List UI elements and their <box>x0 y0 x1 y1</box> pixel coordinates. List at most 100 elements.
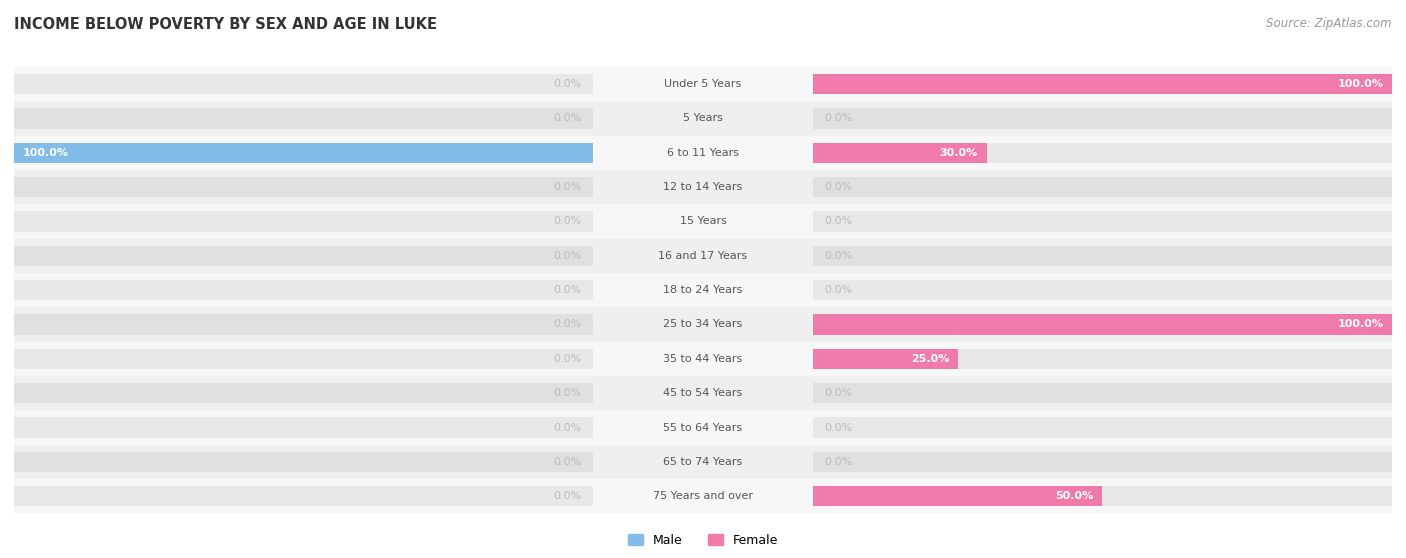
Bar <box>813 204 1392 239</box>
Text: 0.0%: 0.0% <box>553 457 582 467</box>
Bar <box>14 108 593 129</box>
Bar <box>593 307 813 341</box>
Bar <box>14 273 593 307</box>
Text: 45 to 54 Years: 45 to 54 Years <box>664 388 742 398</box>
Bar <box>813 246 1392 266</box>
Text: 0.0%: 0.0% <box>824 422 853 432</box>
Text: 0.0%: 0.0% <box>824 217 853 227</box>
Bar <box>813 486 1102 507</box>
Bar <box>813 74 1392 94</box>
Bar <box>593 239 813 273</box>
Bar <box>14 102 593 136</box>
Text: INCOME BELOW POVERTY BY SEX AND AGE IN LUKE: INCOME BELOW POVERTY BY SEX AND AGE IN L… <box>14 17 437 32</box>
Text: 35 to 44 Years: 35 to 44 Years <box>664 354 742 364</box>
Bar <box>813 410 1392 445</box>
Bar <box>14 307 593 341</box>
Text: 5 Years: 5 Years <box>683 113 723 123</box>
Bar <box>813 349 957 369</box>
Text: 25.0%: 25.0% <box>911 354 949 364</box>
Text: 0.0%: 0.0% <box>824 285 853 295</box>
Bar <box>14 341 593 376</box>
Text: 0.0%: 0.0% <box>553 354 582 364</box>
Legend: Male, Female: Male, Female <box>623 529 783 552</box>
Text: 12 to 14 Years: 12 to 14 Years <box>664 182 742 192</box>
Text: 0.0%: 0.0% <box>824 388 853 398</box>
Bar <box>813 142 987 163</box>
Bar <box>813 142 1392 163</box>
Bar <box>14 479 593 513</box>
Text: 0.0%: 0.0% <box>553 113 582 123</box>
Bar <box>593 67 813 102</box>
Bar <box>14 417 593 438</box>
Text: 55 to 64 Years: 55 to 64 Years <box>664 422 742 432</box>
Text: 15 Years: 15 Years <box>679 217 727 227</box>
Bar <box>14 376 593 410</box>
Text: 0.0%: 0.0% <box>553 182 582 192</box>
Text: 18 to 24 Years: 18 to 24 Years <box>664 285 742 295</box>
Bar <box>593 170 813 204</box>
Bar <box>813 273 1392 307</box>
Bar <box>14 486 593 507</box>
Text: 6 to 11 Years: 6 to 11 Years <box>666 148 740 158</box>
Bar <box>813 102 1392 136</box>
Text: 0.0%: 0.0% <box>824 457 853 467</box>
Bar <box>14 142 593 163</box>
Bar <box>813 341 1392 376</box>
Bar <box>813 314 1392 335</box>
Text: 0.0%: 0.0% <box>553 285 582 295</box>
Bar <box>813 170 1392 204</box>
Text: 0.0%: 0.0% <box>824 251 853 261</box>
Bar <box>813 486 1392 507</box>
Bar <box>593 102 813 136</box>
Text: 0.0%: 0.0% <box>553 422 582 432</box>
Text: 0.0%: 0.0% <box>553 388 582 398</box>
Bar <box>14 246 593 266</box>
Bar <box>14 211 593 232</box>
Bar <box>813 445 1392 479</box>
Bar <box>14 349 593 369</box>
Text: 0.0%: 0.0% <box>553 217 582 227</box>
Bar <box>14 451 593 472</box>
Bar <box>593 341 813 376</box>
Text: 16 and 17 Years: 16 and 17 Years <box>658 251 748 261</box>
Text: 0.0%: 0.0% <box>553 320 582 329</box>
Bar <box>813 307 1392 341</box>
Bar <box>14 177 593 198</box>
Text: 65 to 74 Years: 65 to 74 Years <box>664 457 742 467</box>
Bar <box>813 479 1392 513</box>
Bar <box>14 410 593 445</box>
Bar <box>813 383 1392 403</box>
Text: 0.0%: 0.0% <box>553 491 582 501</box>
Text: 100.0%: 100.0% <box>1337 320 1384 329</box>
Bar <box>813 451 1392 472</box>
Bar <box>593 204 813 239</box>
Text: 25 to 34 Years: 25 to 34 Years <box>664 320 742 329</box>
Bar <box>14 314 593 335</box>
Text: 75 Years and over: 75 Years and over <box>652 491 754 501</box>
Bar <box>14 445 593 479</box>
Bar <box>593 376 813 410</box>
Text: 0.0%: 0.0% <box>824 113 853 123</box>
Bar <box>14 67 593 102</box>
Bar <box>813 74 1392 94</box>
Bar <box>813 177 1392 198</box>
Bar <box>813 280 1392 300</box>
Bar <box>813 239 1392 273</box>
Bar <box>593 445 813 479</box>
Bar <box>14 383 593 403</box>
Bar <box>813 314 1392 335</box>
Bar <box>593 479 813 513</box>
Text: 100.0%: 100.0% <box>22 148 69 158</box>
Bar <box>14 136 593 170</box>
Bar <box>14 74 593 94</box>
Bar <box>14 280 593 300</box>
Bar <box>593 136 813 170</box>
Bar <box>14 239 593 273</box>
Text: 0.0%: 0.0% <box>553 251 582 261</box>
Bar <box>14 170 593 204</box>
Text: Source: ZipAtlas.com: Source: ZipAtlas.com <box>1267 17 1392 30</box>
Bar <box>813 108 1392 129</box>
Bar <box>593 273 813 307</box>
Text: 50.0%: 50.0% <box>1056 491 1094 501</box>
Bar <box>813 211 1392 232</box>
